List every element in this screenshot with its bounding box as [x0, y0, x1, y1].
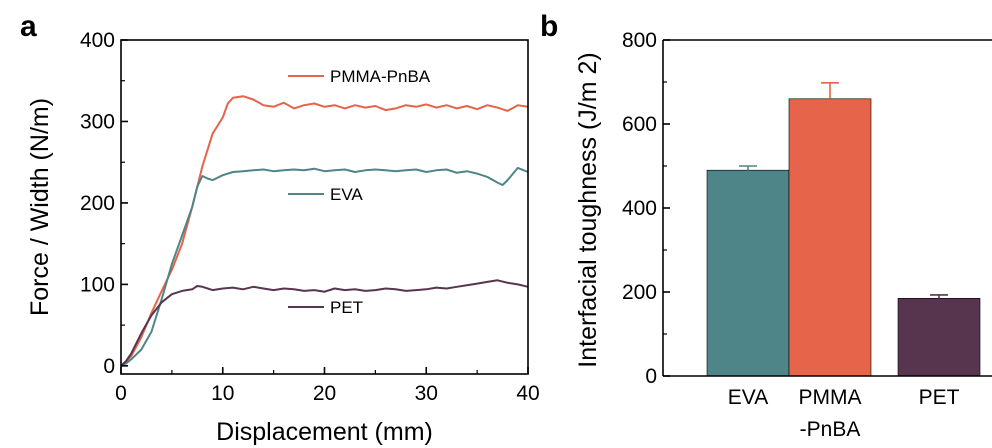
category-label-1-line2: -PnBA: [800, 418, 861, 441]
x-tick-label-a-3: 30: [415, 382, 438, 405]
series-line-1: [120, 166, 529, 367]
bar-0: [706, 169, 790, 377]
axis-ticks-b: 0 200 400 600 800: [622, 29, 670, 388]
y-tick-label-b-3: 600: [622, 113, 657, 136]
y-tick-label-b-0: 0: [645, 365, 657, 388]
x-tick-label-a-4: 40: [516, 382, 539, 405]
series-line-2: [120, 279, 529, 367]
legend-a: PMMA-PnBA EVA PET: [288, 67, 431, 317]
x-tick-label-a-0: 0: [115, 382, 127, 405]
category-label-0: EVA: [728, 386, 768, 409]
bar-2: [897, 297, 981, 377]
bar-series-group: [706, 82, 981, 377]
legend-label-2: PET: [330, 298, 363, 317]
y-tick-label-b-2: 400: [622, 197, 657, 220]
y-tick-label-a-2: 200: [80, 192, 115, 215]
y-tick-label-a-1: 100: [80, 273, 115, 296]
y-tick-label-a-4: 400: [80, 29, 115, 52]
plot-a-frame: [120, 39, 529, 375]
y-axis-title-a: Force / Width (N/m): [26, 98, 54, 316]
x-tick-label-a-2: 20: [313, 382, 336, 405]
y-tick-label-b-4: 800: [622, 29, 657, 52]
x-tick-label-a-1: 10: [211, 382, 234, 405]
y-tick-label-b-1: 200: [622, 281, 657, 304]
legend-label-0: PMMA-PnBA: [330, 67, 431, 86]
panel-b: b 0 200 400 600 800 EVA PMMA -PnBA PET Interfac…: [540, 10, 992, 441]
y-tick-label-a-0: 0: [103, 355, 115, 378]
bar-1: [788, 98, 872, 377]
panel-letter-b: b: [540, 10, 558, 43]
category-label-1: PMMA: [799, 386, 862, 409]
x-axis-title-a: Displacement (mm): [216, 418, 433, 446]
line-series-group: [120, 95, 529, 367]
legend-label-1: EVA: [330, 185, 363, 204]
series-line-0: [120, 95, 529, 367]
category-label-2: PET: [919, 386, 960, 409]
category-labels-b: EVA PMMA -PnBA PET: [728, 386, 960, 441]
y-axis-title-b: Interfacial toughness (J/m 2): [574, 52, 602, 367]
panel-letter-a: a: [20, 10, 37, 43]
y-tick-label-a-3: 300: [80, 110, 115, 133]
